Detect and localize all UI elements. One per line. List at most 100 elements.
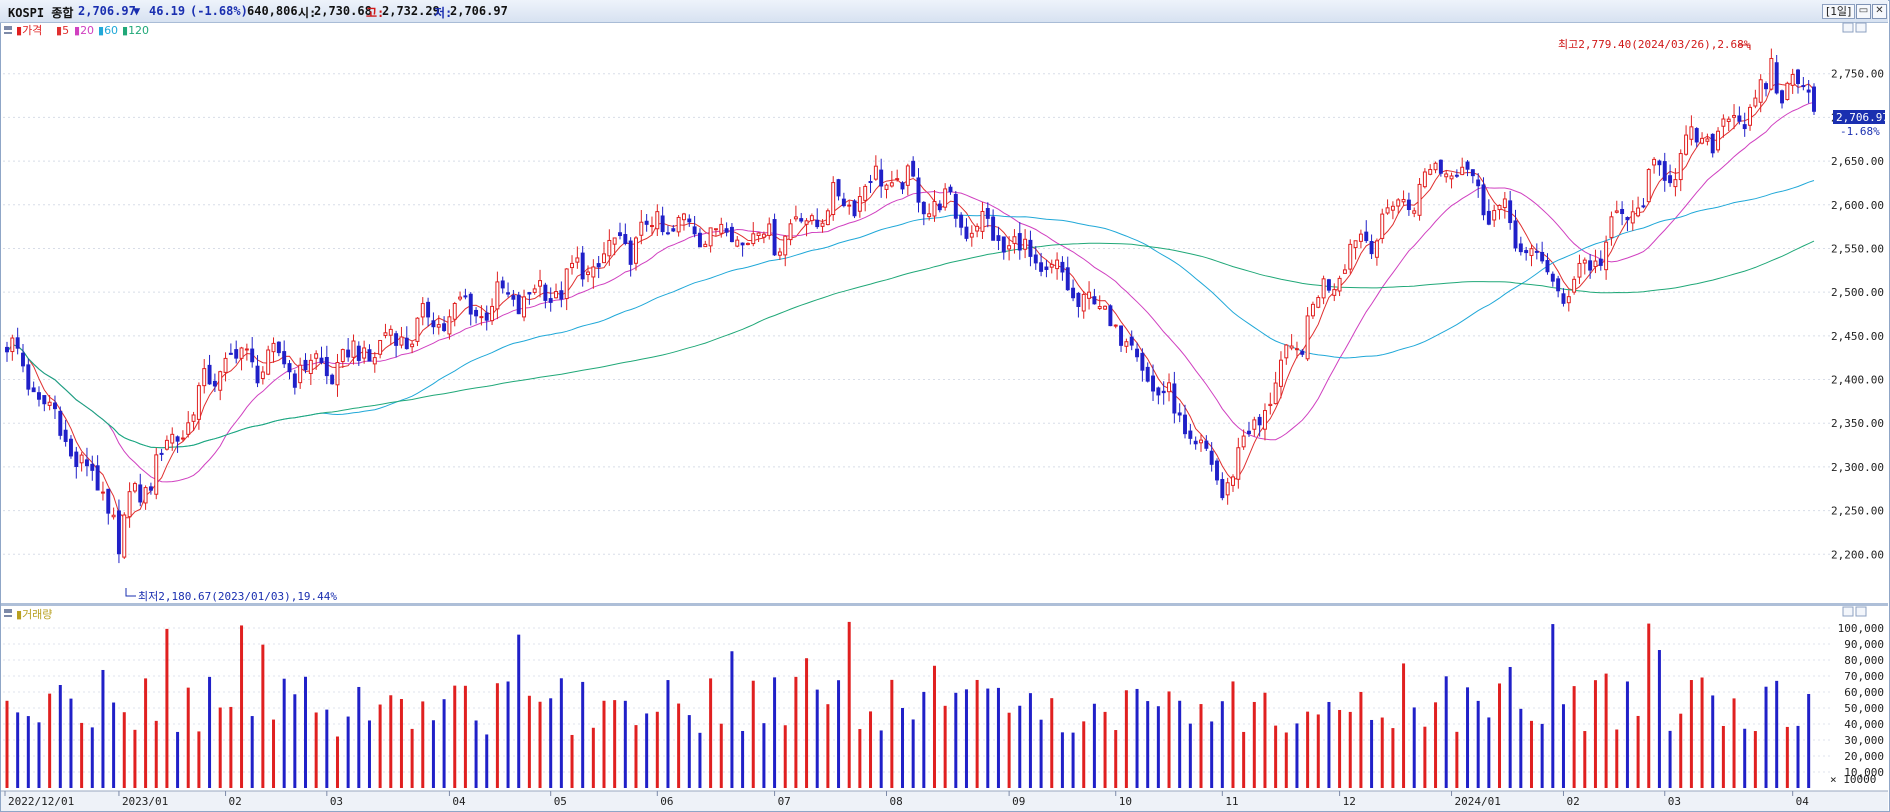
candle-body <box>586 271 590 276</box>
candle-body <box>1326 279 1331 291</box>
ma20-line <box>6 101 1815 483</box>
pane-max-icon[interactable] <box>1842 22 1854 33</box>
candle-body <box>442 323 447 332</box>
volume-tick-label: 20,000 <box>1844 750 1884 763</box>
volume-bar <box>399 699 403 788</box>
x-tick-label: 2022/12/01 <box>8 795 74 808</box>
volume-bar <box>741 730 745 788</box>
volume-pane-close-icon[interactable] <box>1855 606 1867 617</box>
candle-body <box>1268 403 1273 407</box>
candle-body <box>1310 303 1315 317</box>
volume-bar <box>1689 680 1693 788</box>
x-tick-label: 05 <box>554 795 567 808</box>
volume-pane-menu-icon[interactable] <box>4 609 12 613</box>
candle-body <box>100 491 105 494</box>
candle-body <box>815 219 820 228</box>
candle-body <box>777 251 782 256</box>
volume-bar <box>1455 731 1459 788</box>
candle-body <box>1380 213 1385 239</box>
period-button[interactable]: [1일] <box>1822 4 1856 19</box>
volume-bar <box>463 685 467 788</box>
candle-body <box>383 332 388 336</box>
candle-body <box>719 223 724 234</box>
volume-bar <box>1476 700 1480 788</box>
volume-bar <box>1231 681 1235 788</box>
candle-body <box>53 402 57 410</box>
candle-body <box>1812 86 1816 112</box>
candle-body <box>5 346 9 353</box>
candle-body <box>335 362 340 386</box>
candle-body <box>1758 79 1763 103</box>
x-tick-label: 07 <box>778 795 791 808</box>
candle-body <box>468 293 473 315</box>
restore-icon[interactable]: ▭ <box>1856 4 1871 19</box>
candle-body <box>127 491 132 518</box>
volume-bar <box>719 723 723 788</box>
volume-bar <box>645 713 649 788</box>
price-tick-label: 2,750.00 <box>1831 68 1884 81</box>
candle-body <box>1236 447 1241 480</box>
price-tick-label: 2,200.00 <box>1831 548 1884 561</box>
volume-tick-label: 80,000 <box>1844 654 1884 667</box>
candle-body <box>404 337 409 350</box>
volume-bar <box>37 722 41 788</box>
candle-body <box>745 242 750 246</box>
volume-pane-max-icon[interactable] <box>1842 606 1854 617</box>
pane-close-icon[interactable] <box>1855 22 1867 33</box>
candle-body <box>1470 169 1475 177</box>
volume-bar <box>1060 732 1064 788</box>
volume-bar <box>1338 709 1342 788</box>
volume-bar <box>272 719 276 788</box>
volume-bar <box>975 679 979 788</box>
candle-body <box>793 216 798 220</box>
volume-bar <box>1039 719 1043 788</box>
legend-ma5: ▮5 <box>56 24 69 37</box>
candle-body <box>804 220 809 225</box>
volume-bar <box>1082 721 1086 788</box>
candle-body <box>1055 259 1060 270</box>
candle-body <box>132 483 137 492</box>
candle-body <box>1705 138 1710 142</box>
pane-divider[interactable] <box>1 603 1888 606</box>
volume-bar <box>1796 725 1800 788</box>
candle-body <box>84 459 89 467</box>
volume-bar <box>1370 719 1374 788</box>
volume-bar <box>389 695 393 788</box>
candle-body <box>346 349 351 358</box>
current-pct-text: -1.68% <box>1840 125 1880 138</box>
volume-bar <box>335 736 339 788</box>
candle-body <box>548 298 553 303</box>
close-icon[interactable]: ✕ <box>1872 4 1887 19</box>
volume-bar <box>869 711 873 788</box>
volume-bar <box>1434 702 1438 788</box>
candle-body <box>751 233 756 245</box>
candle-body <box>500 280 505 289</box>
volume-bar <box>730 651 734 788</box>
candle-body <box>58 410 63 436</box>
candle-body <box>591 266 596 278</box>
pane-menu-icon[interactable] <box>4 26 12 30</box>
volume-bar <box>890 679 894 788</box>
candle-body <box>1694 128 1699 143</box>
candle-body <box>1151 375 1156 392</box>
volume-bar <box>1391 728 1395 788</box>
candle-body <box>223 357 228 373</box>
low-label: 저: <box>434 6 453 20</box>
candle-body <box>1796 69 1800 85</box>
candle-body <box>564 268 569 300</box>
volume-bar <box>1647 623 1651 788</box>
volume-bar <box>964 689 968 788</box>
candle-body <box>31 387 36 393</box>
candle-body <box>431 320 436 328</box>
current-price-tag-text: 2,706.97 <box>1836 111 1889 124</box>
volume-bar <box>1636 715 1640 788</box>
candle-body <box>948 186 953 193</box>
x-tick-label: 2024/01 <box>1455 795 1501 808</box>
volume-bar <box>847 621 851 788</box>
candle-body <box>1129 336 1134 346</box>
candle-body <box>266 349 271 375</box>
candle-body <box>1294 348 1299 351</box>
candle-body <box>996 235 1001 241</box>
volume-bar <box>453 685 457 788</box>
volume-bar <box>570 734 574 788</box>
